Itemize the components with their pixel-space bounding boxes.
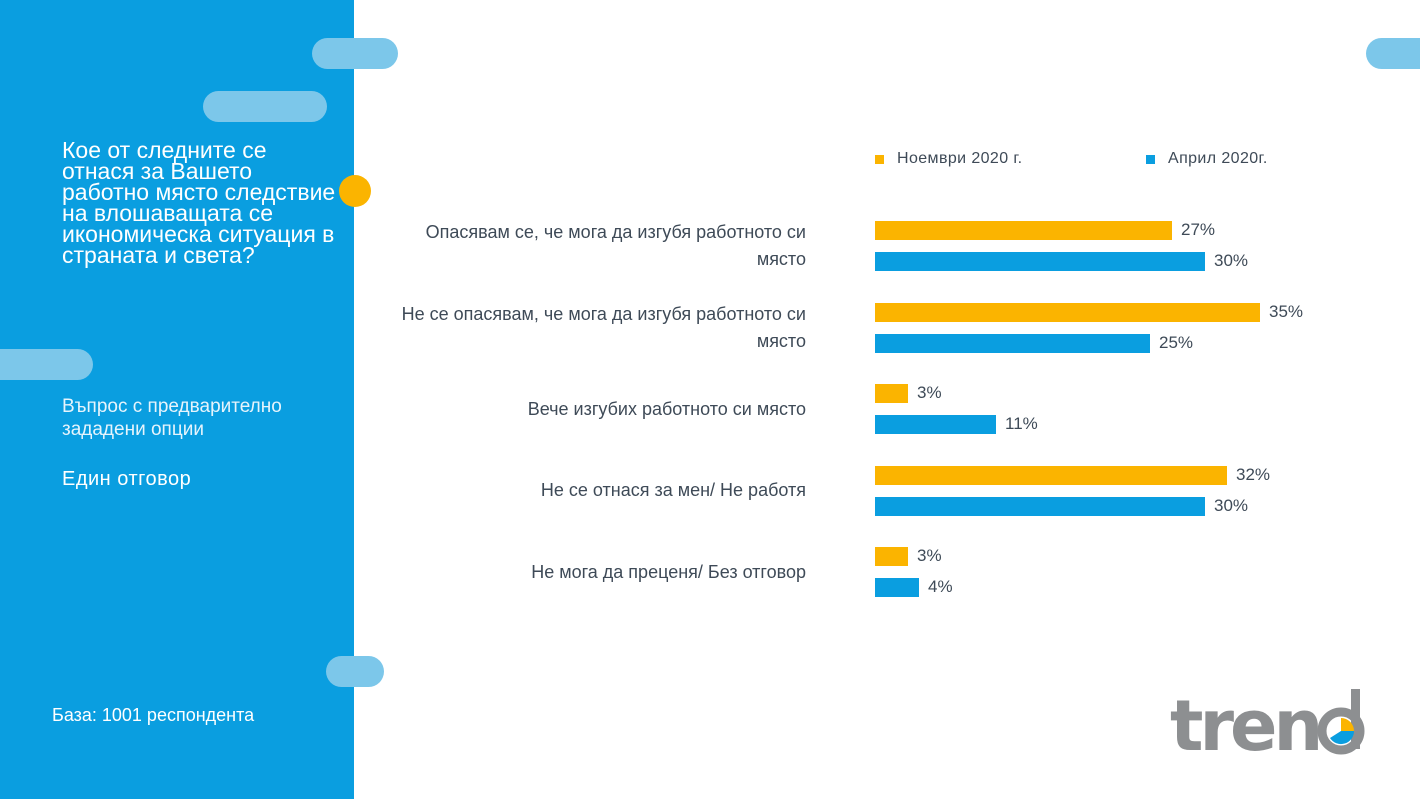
svg-text:tren: tren (1170, 685, 1319, 764)
legend-swatch (875, 154, 884, 164)
bar (875, 384, 908, 403)
category-label: Не се отнася за мен/ Не работя (540, 480, 806, 500)
decor-pill (203, 91, 327, 122)
decor-dot (339, 175, 371, 207)
bar (875, 465, 1227, 485)
data-label: 35% (1269, 301, 1304, 321)
legend-label: Април 2020г. (1168, 150, 1268, 167)
bar (875, 221, 1172, 240)
bar (875, 578, 919, 597)
data-label: 30% (1214, 251, 1249, 270)
data-label: 3% (917, 546, 942, 565)
sidebar-panel (0, 0, 354, 799)
bar (875, 333, 1150, 353)
data-label: 32% (1236, 464, 1271, 484)
data-label: 4% (928, 577, 953, 596)
decor-pill (326, 656, 384, 687)
data-label: 3% (917, 383, 942, 402)
bar (875, 415, 996, 434)
legend-swatch (1146, 154, 1155, 164)
data-label: 25% (1159, 332, 1194, 352)
legend-item-april: Април 2020г. (1146, 148, 1268, 170)
base-note: База: 1001 респондента (52, 705, 255, 725)
legend-item-november: Ноември 2020 г. (875, 148, 1023, 170)
category-label: Вече изгубих работното си място (527, 398, 806, 419)
question-type: Въпрос с предварително зададени опции (62, 396, 282, 440)
answer-type: Един отговор (62, 468, 192, 490)
bar (875, 547, 908, 566)
category-label: Не се опасявам, че мога да изгубя работн… (401, 303, 806, 351)
bar (875, 496, 1205, 516)
decor-pill (312, 38, 398, 69)
bar (875, 302, 1260, 322)
decor-pill (0, 349, 93, 380)
data-label: 27% (1181, 220, 1216, 239)
category-label: Не мога да преценя/ Без отговор (531, 561, 806, 582)
bar (875, 252, 1205, 271)
data-label: 30% (1214, 495, 1249, 515)
legend-label: Ноември 2020 г. (897, 150, 1023, 167)
category-label: Опасявам се, че мога да изгубя работното… (425, 222, 806, 269)
data-label: 11% (1005, 414, 1038, 433)
question-title: Кое от следните се отнася за Вашето рабо… (62, 137, 336, 268)
decor-pill (1366, 38, 1420, 69)
trend-logo: tren (1170, 685, 1365, 764)
